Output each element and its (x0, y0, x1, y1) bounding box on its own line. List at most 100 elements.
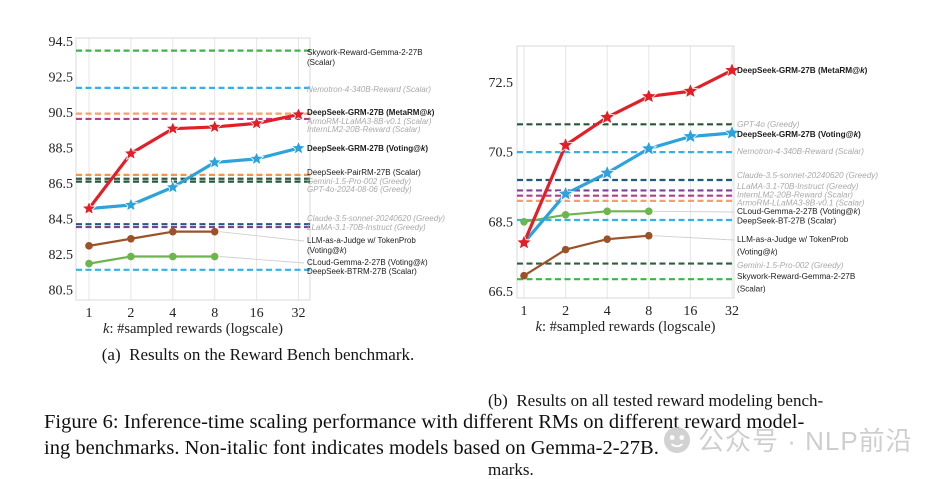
star-marker (723, 123, 741, 141)
star-marker (640, 87, 658, 104)
star-marker (248, 150, 265, 166)
circle-marker (603, 207, 611, 216)
circle-marker (210, 252, 219, 261)
series-line-deepseek-grm-27b-metarm-k (87, 112, 301, 211)
series-line-cloud-gemma-2-27b-voting-k (87, 255, 216, 265)
circle-marker (85, 259, 93, 268)
subcaption-a: (a) Results on the Reward Bench benchmar… (101, 345, 415, 364)
series-label-deepseek-bt-27b-scalar: DeepSeek-BT-27B (Scalar) (737, 217, 836, 226)
star-marker (248, 115, 265, 131)
star-marker (123, 145, 139, 161)
circle-marker (561, 211, 570, 219)
series-label-gemini-1-5-pro-002-greedy: Gemini-1.5-Pro-002 (Greedy) (737, 261, 844, 270)
series-label-llama-3-1-70b-instruct-greedy: LLaMA-3.1-70B-Instruct (Greedy) (737, 182, 859, 191)
series-label-scalar: (Scalar) (307, 58, 335, 67)
leader-line (653, 210, 735, 213)
figure-caption: Figure 6: Inference-time scaling perform… (44, 409, 936, 461)
star-marker (165, 120, 181, 136)
chart-a-reward-bench: 80.5 82.5 84.5 86.5 88.5 90.5 92.5 94.5 1 2 4 8 16 32… (49, 35, 446, 337)
star-marker (640, 139, 658, 157)
circle-marker (520, 217, 528, 226)
y-tick-label: 94.5 (49, 35, 74, 50)
star-marker (81, 200, 97, 216)
star-marker (598, 108, 616, 125)
x-axis-label: k: #sampled rewards (logscale) (103, 321, 283, 337)
series-label-deepseek-btrm-27b-scalar: DeepSeek-BTRM-27B (Scalar) (307, 267, 417, 276)
series-label-llama-3-1-70b-instruct-greedy: LLaMA-3.1-70B-Instruct (Greedy) (307, 223, 426, 232)
series-label-llm-as-a-judge-w-tokenprob: LLM-as-a-Judge w/ TokenProb (737, 235, 849, 244)
star-marker (557, 184, 575, 202)
y-tick-label: 92.5 (49, 71, 74, 86)
series-label-gemini-1-5-pro-002-greedy: Gemini-1.5-Pro-002 (Greedy) (307, 177, 411, 186)
series-label-gpt-4o-2024-08-06-greedy: GPT-4o-2024-08-06 (Greedy) (307, 185, 412, 194)
series-line-deepseek-grm-27b-voting-k (522, 131, 734, 245)
y-tick-label: 66.5 (489, 285, 514, 300)
series-label-skywork-reward-gemma-2-27b: Skywork-Reward-Gemma-2-27B (307, 48, 423, 57)
x-tick-label: 16 (683, 304, 697, 319)
x-tick-label: 4 (604, 304, 611, 319)
x-tick-label: 2 (127, 306, 134, 321)
subcaption-b-line2: marks. (488, 460, 534, 479)
circle-marker (127, 234, 135, 243)
series-label-voting-k: (Voting@k) (307, 246, 347, 255)
y-tick-label: 80.5 (49, 284, 74, 299)
y-tick-label: 70.5 (489, 146, 514, 161)
series-line-llm-as-a-judge-w-tokenprob-voting-k (87, 230, 216, 247)
y-tick-label: 86.5 (49, 177, 74, 192)
figure-caption-line2: ing benchmarks. Non-italic font indicate… (44, 437, 659, 459)
watermark: 公众号 · NLP前沿 (662, 421, 913, 458)
series-label-nemotron-4-340b-reward-scalar: Nemotron-4-340B-Reward (Scalar) (737, 147, 864, 156)
x-tick-label: 4 (169, 306, 176, 321)
plot-border (516, 45, 735, 299)
subcaption-b: (b) Results on all tested reward modelin… (488, 343, 940, 479)
series-label-deepseek-grm-27b-metarm-k: DeepSeek-GRM-27B (MetaRM@k) (737, 66, 868, 75)
circle-marker (520, 271, 528, 280)
series-label-claude-3-5-sonnet-20240620-greedy: Claude-3.5-sonnet-20240620 (Greedy) (307, 214, 445, 223)
series-label-deepseek-grm-27b-voting-k: DeepSeek-GRM-27B (Voting@k) (307, 144, 428, 153)
star-marker (681, 127, 699, 144)
series-label-internlm2-20b-reward-scalar: InternLM2-20B-Reward (Scalar) (737, 191, 853, 200)
circle-marker (169, 227, 177, 236)
series-label-deepseek-pairrm-27b-scalar: DeepSeek-PairRM-27B (Scalar) (307, 168, 421, 177)
circle-marker (603, 235, 611, 243)
circle-marker (127, 252, 135, 261)
y-tick-label: 68.5 (489, 215, 514, 230)
wechat-official-account-icon (664, 426, 690, 453)
star-marker (206, 154, 223, 170)
series-label-scalar: (Scalar) (737, 285, 766, 294)
y-tick-label: 90.5 (49, 106, 74, 121)
star-marker (681, 82, 699, 99)
plot-border (75, 37, 311, 301)
series-label-internlm2-20b-reward-scalar: InternLM2-20B-Reward (Scalar) (307, 125, 421, 134)
x-tick-label: 32 (725, 304, 739, 319)
series-label-skywork-reward-gemma-2-27b: Skywork-Reward-Gemma-2-27B (737, 272, 856, 281)
series-line-llm-as-a-judge-w-tokenprob-voting-k (522, 234, 650, 277)
series-label-deepseek-grm-27b-metarm-k: DeepSeek-GRM-27B (MetaRM@k) (307, 108, 435, 117)
x-tick-label: 1 (521, 304, 528, 319)
circle-marker (210, 227, 219, 236)
y-tick-label: 84.5 (49, 213, 74, 228)
star-marker (206, 118, 223, 134)
leader-line (219, 231, 305, 242)
subcaption-b-line1: (b) Results on all tested reward modelin… (488, 391, 824, 410)
y-tick-label: 88.5 (49, 142, 74, 157)
x-tick-label: 8 (211, 306, 218, 321)
x-tick-label: 2 (562, 304, 569, 319)
series-line-deepseek-grm-27b-metarm-k (522, 68, 734, 245)
star-marker (165, 179, 181, 194)
y-tick-label: 72.5 (489, 76, 514, 91)
star-marker (557, 136, 575, 153)
star-marker (290, 106, 307, 122)
star-marker (290, 139, 307, 155)
x-axis-label: k: #sampled rewards (logscale) (536, 319, 716, 335)
y-tick-label: 82.5 (49, 248, 74, 263)
series-label-gpt-4o-greedy: GPT-4o (Greedy) (737, 120, 800, 129)
series-label-armorm-llama3-8b-v0-1-scalar: ArmoRM-LLaMA3-8B-v0.1 (Scalar) (736, 199, 865, 208)
circle-marker (85, 242, 93, 250)
star-marker (598, 163, 616, 181)
series-label-claude-3-5-sonnet-20240620-greedy: Claude-3.5-sonnet-20240620 (Greedy) (737, 171, 878, 180)
series-label-armorm-llama3-8b-v0-1-scalar: ArmoRM-LLaMA3-8B-v0.1 (Scalar) (306, 117, 432, 126)
x-tick-label: 32 (292, 306, 306, 321)
watermark-text: 公众号 · NLP前沿 (698, 426, 913, 456)
